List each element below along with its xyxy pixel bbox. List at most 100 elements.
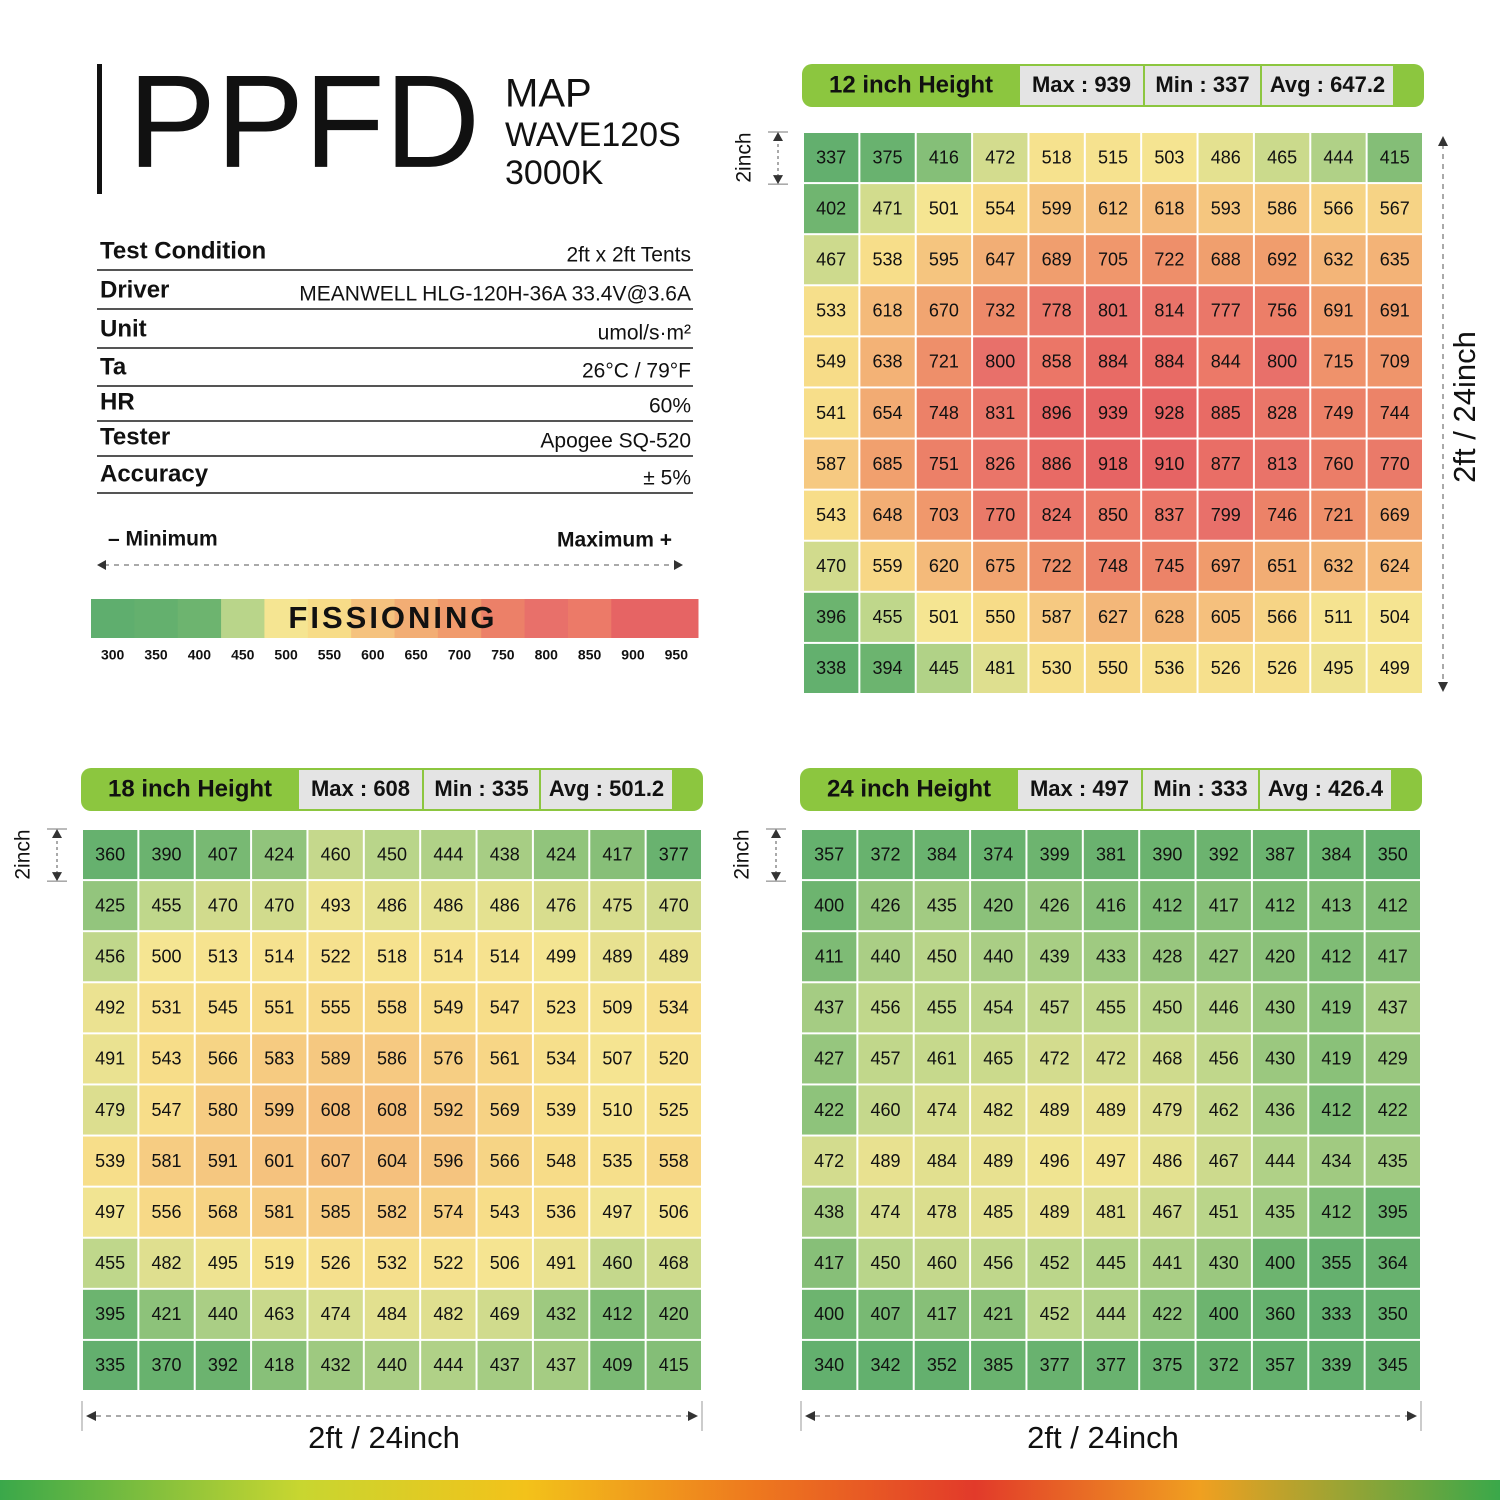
- cell: [1142, 235, 1197, 285]
- cell-value: 526: [1211, 658, 1241, 678]
- cell: [1027, 1187, 1082, 1237]
- cell-value: 800: [1267, 352, 1297, 372]
- cell-value: 417: [1378, 946, 1408, 966]
- cell-value: 801: [1098, 301, 1128, 321]
- cell-value: 500: [152, 946, 182, 966]
- cell: [421, 1187, 476, 1237]
- cell: [1083, 1340, 1139, 1390]
- cell-value: 415: [1380, 147, 1410, 167]
- cell: [139, 1136, 194, 1186]
- cell: [308, 1187, 363, 1237]
- legend-tick: 450: [231, 647, 255, 663]
- legend-tick: 950: [665, 647, 689, 663]
- cell: [533, 983, 589, 1033]
- cell-value: 522: [433, 1253, 463, 1273]
- cell: [1252, 830, 1308, 880]
- cell: [858, 881, 913, 931]
- cell-value: 896: [1042, 403, 1072, 423]
- cell-value: 756: [1267, 301, 1297, 321]
- cell: [1311, 133, 1366, 183]
- cell: [1367, 184, 1422, 234]
- cell-value: 635: [1380, 249, 1410, 269]
- cell: [1309, 830, 1364, 880]
- cell: [308, 1136, 363, 1186]
- cell: [1027, 1238, 1082, 1288]
- cell: [858, 1085, 913, 1135]
- cell-value: 539: [95, 1151, 125, 1171]
- cell-value: 519: [264, 1253, 294, 1273]
- cell: [1252, 1187, 1308, 1237]
- cell: [860, 439, 915, 489]
- cell-value: 536: [546, 1202, 576, 1222]
- cell: [421, 932, 476, 982]
- cell-value: 691: [1380, 301, 1410, 321]
- cell-value: 486: [433, 895, 463, 915]
- cell-value: 535: [602, 1151, 632, 1171]
- cell: [308, 1340, 363, 1390]
- cell-value: 338: [816, 658, 846, 678]
- cell: [914, 881, 970, 931]
- cell-value: 396: [816, 607, 846, 627]
- cell: [1198, 592, 1253, 642]
- condition-label: Ta: [100, 353, 127, 380]
- cell: [1083, 1034, 1139, 1084]
- cell: [590, 830, 645, 880]
- cell: [1254, 592, 1310, 642]
- cell: [1198, 235, 1253, 285]
- cell: [858, 983, 913, 1033]
- cell-value: 432: [321, 1355, 351, 1375]
- cell-value: 566: [208, 1049, 238, 1069]
- legend-tick: 900: [621, 647, 645, 663]
- cell-value: 416: [1096, 895, 1126, 915]
- cell-value: 407: [208, 844, 238, 864]
- title: PPFD: [128, 48, 480, 195]
- cell: [1309, 881, 1364, 931]
- cell: [590, 1136, 645, 1186]
- cell: [1198, 439, 1253, 489]
- cell-value: 858: [1042, 352, 1072, 372]
- cell-value: 484: [927, 1151, 957, 1171]
- cell: [139, 830, 194, 880]
- header-cell: [1145, 66, 1260, 105]
- cell: [971, 1085, 1026, 1135]
- cell: [802, 1340, 857, 1390]
- cell: [1140, 1136, 1195, 1186]
- cell-value: 722: [1042, 556, 1072, 576]
- header-min: Min : 337: [1155, 72, 1249, 97]
- cell: [646, 1034, 701, 1084]
- cell: [802, 1136, 857, 1186]
- cell-value: 444: [1096, 1304, 1126, 1324]
- cell: [83, 1238, 138, 1288]
- cell: [590, 1187, 645, 1237]
- cell: [1311, 286, 1366, 336]
- cell: [364, 1085, 420, 1135]
- cell: [1029, 490, 1084, 540]
- cell-value: 439: [1040, 946, 1070, 966]
- cell-value: 592: [433, 1100, 463, 1120]
- cell-value: 518: [1042, 147, 1072, 167]
- cell: [1027, 1340, 1082, 1390]
- cell: [973, 133, 1028, 183]
- cell-value: 417: [814, 1253, 844, 1273]
- cell-value: 357: [1265, 1355, 1295, 1375]
- condition-value: umol/s·m²: [598, 322, 691, 345]
- cell-value: 400: [1209, 1304, 1239, 1324]
- cell: [914, 1085, 970, 1135]
- cell: [421, 1238, 476, 1288]
- cell-value: 824: [1042, 505, 1072, 525]
- cell: [1365, 830, 1420, 880]
- cell-value: 501: [929, 198, 959, 218]
- cell: [914, 830, 970, 880]
- cell-value: 703: [929, 505, 959, 525]
- cell-value: 509: [602, 998, 632, 1018]
- cell: [916, 235, 972, 285]
- cell: [421, 1034, 476, 1084]
- cell: [973, 439, 1028, 489]
- cell-value: 599: [1042, 198, 1072, 218]
- cell-value: 593: [1211, 198, 1241, 218]
- cell: [308, 983, 363, 1033]
- cell-value: 455: [1096, 998, 1126, 1018]
- cell: [1198, 541, 1253, 591]
- cell-value: 437: [490, 1355, 520, 1375]
- cell: [973, 337, 1028, 387]
